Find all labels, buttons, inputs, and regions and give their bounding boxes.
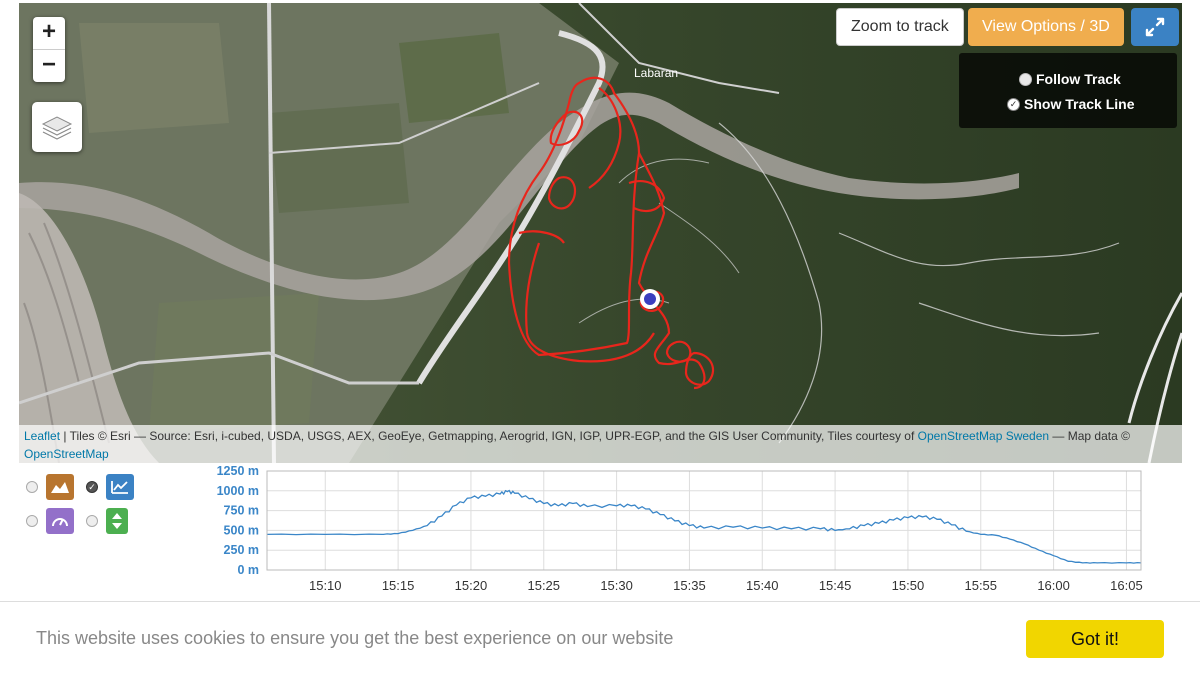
view-options-3d-button[interactable]: View Options / 3D — [968, 8, 1124, 46]
vertical-speed-radio[interactable] — [86, 515, 98, 527]
elevation-line-radio[interactable]: ✓ — [86, 481, 98, 493]
show-track-line-option[interactable]: ✓ Show Track Line — [1007, 96, 1134, 112]
current-position-marker — [640, 289, 660, 309]
zoom-control: + − — [33, 17, 65, 82]
map-data-text: — Map data © — [1049, 429, 1130, 443]
elevation-series-line — [266, 489, 1142, 564]
elevation-area-icon — [46, 474, 74, 500]
follow-track-option[interactable]: Follow Track — [1019, 71, 1121, 87]
speed-gauge-icon — [46, 508, 74, 534]
y-tick-label: 1000 m — [217, 484, 259, 498]
x-tick-label: 15:50 — [892, 578, 925, 593]
y-tick-label: 250 m — [224, 543, 259, 557]
x-tick-label: 15:35 — [673, 578, 706, 593]
chart-plot-border — [266, 470, 1142, 571]
show-track-line-label: Show Track Line — [1024, 96, 1135, 112]
chart-toggle-elevation-area[interactable] — [26, 474, 74, 500]
fullscreen-button[interactable] — [1131, 8, 1179, 46]
x-tick-label: 15:45 — [819, 578, 852, 593]
follow-track-radio[interactable] — [1019, 72, 1032, 86]
fullscreen-expand-icon — [1145, 17, 1165, 37]
chart-grid — [267, 470, 1141, 571]
x-tick-label: 16:00 — [1037, 578, 1070, 593]
map-view[interactable]: Labaran + − Zoom — [19, 3, 1182, 463]
x-tick-label: 15:30 — [600, 578, 633, 593]
x-tick-label: 16:05 — [1110, 578, 1143, 593]
up-down-arrows-icon — [106, 508, 128, 534]
zoom-to-track-button[interactable]: Zoom to track — [836, 8, 964, 46]
layers-button[interactable] — [32, 102, 82, 152]
tiles-attribution-text: | Tiles © Esri — Source: Esri, i-cubed, … — [60, 429, 918, 443]
x-tick-label: 15:40 — [746, 578, 779, 593]
speed-radio[interactable] — [26, 515, 38, 527]
place-label: Labaran — [634, 66, 678, 80]
y-axis-ticks: 0 m 250 m 500 m 750 m 1000 m 1250 m — [217, 464, 259, 577]
track-options-panel: Follow Track ✓ Show Track Line — [959, 53, 1177, 128]
x-tick-label: 15:10 — [309, 578, 342, 593]
elevation-area-radio[interactable] — [26, 481, 38, 493]
cookie-accept-button[interactable]: Got it! — [1026, 620, 1164, 658]
show-track-line-checkbox[interactable]: ✓ — [1007, 97, 1020, 111]
gps-track-line — [507, 76, 715, 390]
chart-toggle-elevation-line[interactable]: ✓ — [86, 474, 134, 500]
x-tick-label: 15:55 — [964, 578, 997, 593]
cookie-message: This website uses cookies to ensure you … — [36, 628, 674, 648]
elevation-line-icon — [106, 474, 134, 500]
zoom-out-button[interactable]: − — [41, 51, 56, 78]
openstreetmap-link[interactable]: OpenStreetMap — [24, 447, 109, 461]
x-tick-label: 15:20 — [455, 578, 488, 593]
zoom-in-button[interactable]: + — [33, 17, 65, 50]
y-tick-label: 500 m — [224, 523, 259, 537]
chart-toggle-speed[interactable] — [26, 508, 74, 534]
x-tick-label: 15:15 — [382, 578, 415, 593]
chart-toggle-vertical-speed[interactable] — [86, 508, 128, 534]
y-tick-label: 750 m — [224, 504, 259, 518]
y-tick-label: 1250 m — [217, 464, 259, 478]
follow-track-label: Follow Track — [1036, 71, 1121, 87]
leaflet-link[interactable]: Leaflet — [24, 429, 61, 443]
cookie-consent-bar: This website uses cookies to ensure you … — [0, 601, 1200, 676]
layers-icon — [41, 116, 73, 140]
map-attribution: Leaflet | Tiles © Esri — Source: Esri, i… — [19, 425, 1182, 463]
y-tick-label: 0 m — [237, 563, 259, 577]
x-tick-label: 15:25 — [527, 578, 560, 593]
x-axis-ticks: 15:10 15:15 15:20 15:25 15:30 15:35 15:40 15:45… — [309, 578, 1143, 593]
osm-sweden-link[interactable]: OpenStreetMap Sweden — [917, 429, 1050, 443]
